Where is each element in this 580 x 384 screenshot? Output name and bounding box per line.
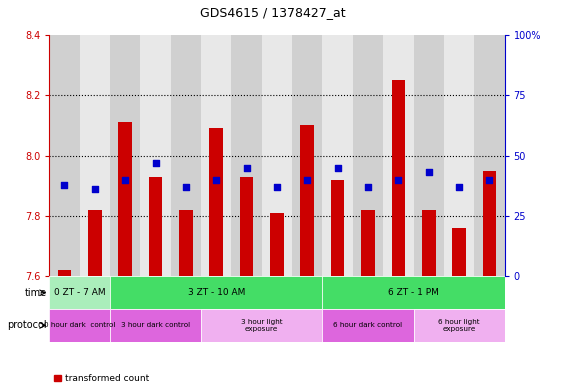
Bar	[79, 35, 110, 276]
Legend: transformed count, percentile rank within the sample: transformed count, percentile rank withi…	[54, 374, 218, 384]
Point	[455, 184, 464, 190]
Text: 3 hour light
exposure: 3 hour light exposure	[241, 319, 282, 332]
Text: 0 hour dark  control: 0 hour dark control	[44, 323, 115, 328]
Point	[363, 184, 373, 190]
Bar	[474, 35, 505, 276]
Point	[303, 177, 312, 183]
Bar	[414, 309, 505, 342]
Point	[151, 160, 160, 166]
Point	[242, 164, 251, 170]
Bar	[392, 80, 405, 276]
Bar	[118, 122, 132, 276]
Bar	[57, 270, 71, 276]
Bar	[300, 125, 314, 276]
Text: 3 ZT - 10 AM: 3 ZT - 10 AM	[187, 288, 245, 297]
Bar	[110, 35, 140, 276]
Point	[121, 177, 130, 183]
Bar	[452, 228, 466, 276]
Text: 3 hour dark control: 3 hour dark control	[121, 323, 190, 328]
Bar	[353, 35, 383, 276]
Bar	[322, 309, 414, 342]
Bar	[49, 309, 110, 342]
Bar	[383, 35, 414, 276]
Bar	[444, 35, 474, 276]
Bar	[262, 35, 292, 276]
Point	[424, 169, 433, 175]
Text: 6 hour dark control: 6 hour dark control	[334, 323, 403, 328]
Bar	[110, 276, 322, 309]
Point	[273, 184, 282, 190]
Point	[181, 184, 190, 190]
Point	[394, 177, 403, 183]
Bar	[201, 35, 231, 276]
Point	[60, 182, 69, 188]
Bar	[209, 128, 223, 276]
Bar	[422, 210, 436, 276]
Bar	[322, 35, 353, 276]
Bar	[361, 210, 375, 276]
Bar	[292, 35, 322, 276]
Bar	[270, 213, 284, 276]
Bar	[148, 177, 162, 276]
Bar	[414, 35, 444, 276]
Bar	[322, 276, 505, 309]
Bar	[483, 170, 496, 276]
Bar	[171, 35, 201, 276]
Bar	[88, 210, 102, 276]
Point	[90, 186, 100, 192]
Bar	[331, 180, 345, 276]
Point	[212, 177, 221, 183]
Text: time: time	[24, 288, 46, 298]
Bar	[231, 35, 262, 276]
Bar	[179, 210, 193, 276]
Text: GDS4615 / 1378427_at: GDS4615 / 1378427_at	[200, 6, 346, 19]
Text: 0 ZT - 7 AM: 0 ZT - 7 AM	[54, 288, 106, 297]
Point	[333, 164, 342, 170]
Text: protocol: protocol	[7, 320, 46, 331]
Point	[485, 177, 494, 183]
Bar	[240, 177, 253, 276]
Bar	[140, 35, 171, 276]
Bar	[110, 309, 201, 342]
Text: 6 ZT - 1 PM: 6 ZT - 1 PM	[388, 288, 439, 297]
Bar	[201, 309, 322, 342]
Bar	[49, 276, 110, 309]
Bar	[49, 35, 79, 276]
Text: 6 hour light
exposure: 6 hour light exposure	[438, 319, 480, 332]
